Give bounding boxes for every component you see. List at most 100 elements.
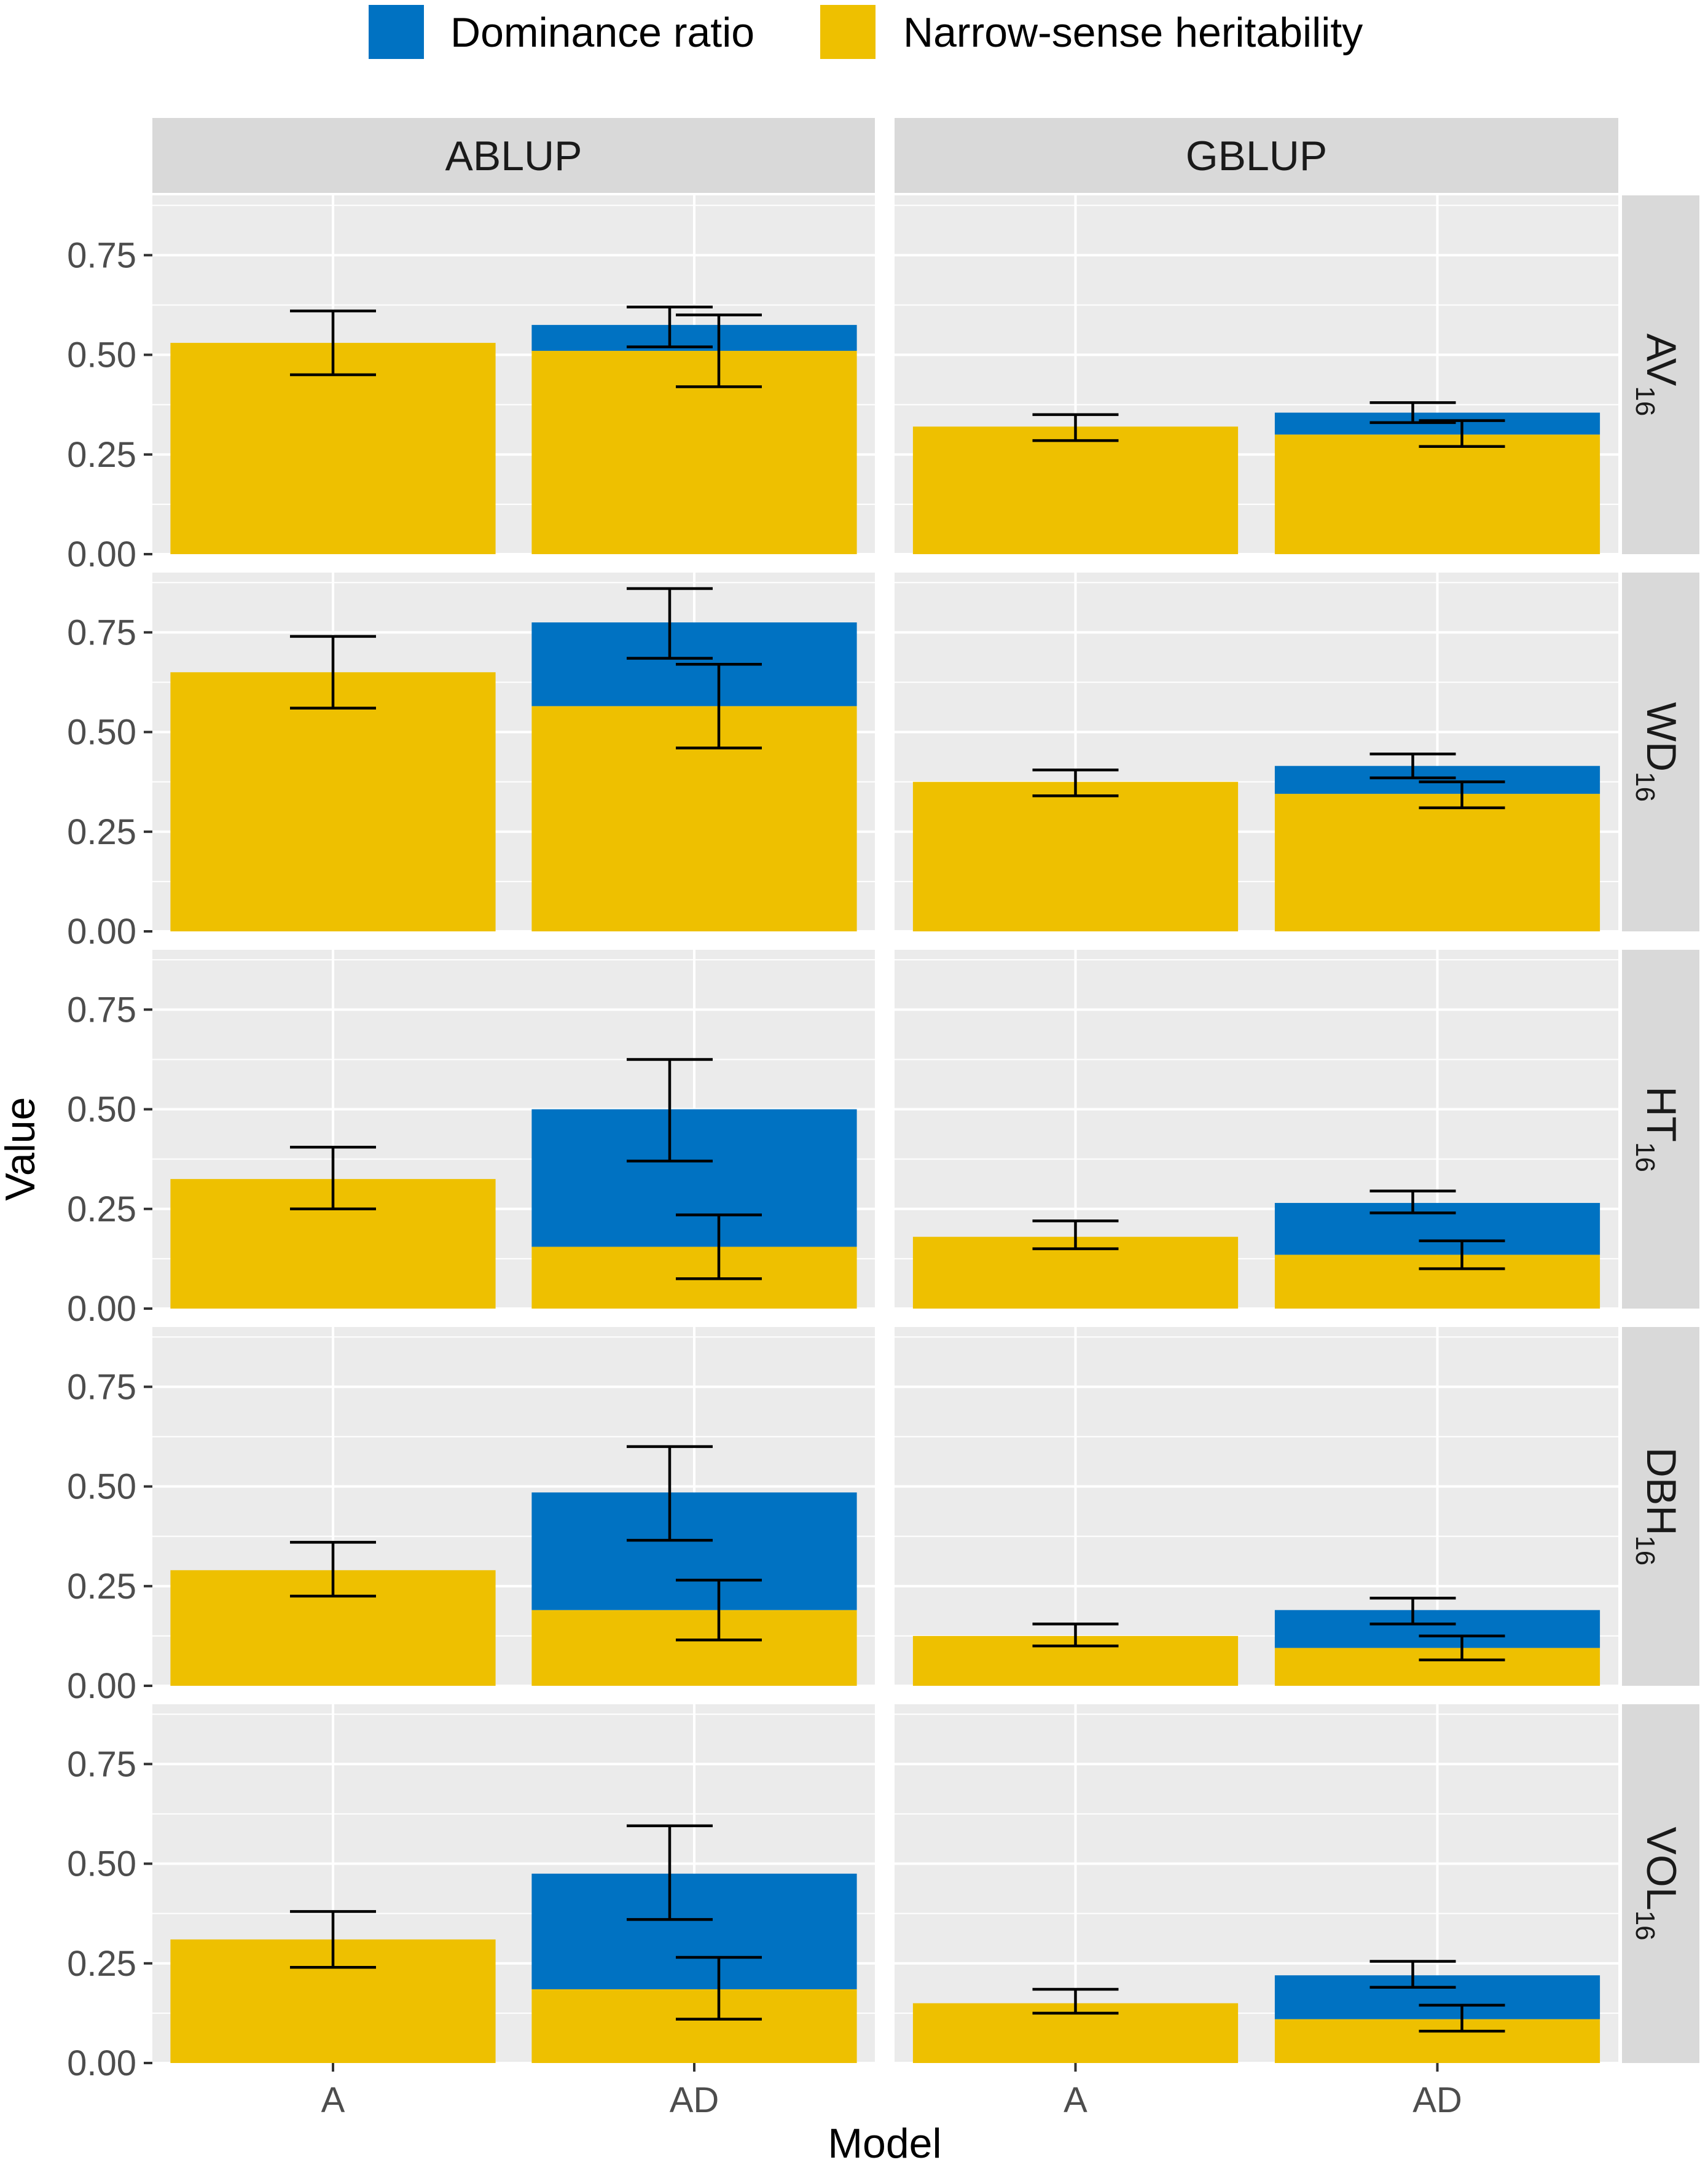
y-tick-label: 0.75 <box>67 1367 136 1407</box>
strip-label-base: AV <box>1638 334 1685 386</box>
legend-key-heritability <box>820 5 876 59</box>
y-tick-label: 0.50 <box>67 1467 136 1507</box>
strip-dbh <box>1622 1327 1699 1686</box>
strip-ablup <box>152 118 875 193</box>
bar-heritability-ad <box>531 1610 857 1686</box>
y-tick-label: 0.25 <box>67 1189 136 1229</box>
error-bar-heritability-a <box>1032 1623 1119 1648</box>
error-bar-heritability-a <box>290 1910 376 1969</box>
strip-label-base: WD <box>1638 702 1685 772</box>
error-bar-heritability-a <box>1032 1987 1119 2015</box>
strip-label-vol: VOL16 <box>1630 1826 1685 1940</box>
error-bar-dominance-ad <box>627 587 713 660</box>
y-tick-label: 0.00 <box>67 2043 136 2083</box>
bar-dominance-ad <box>1274 1975 1600 2019</box>
error-bar-heritability-a <box>290 1145 376 1211</box>
strip-label-subscript: 16 <box>1630 386 1660 416</box>
error-bar-heritability-a <box>290 309 376 377</box>
bar-heritability-ad <box>1274 1648 1600 1686</box>
column-strips: ABLUP GBLUP <box>152 118 1618 193</box>
strip-wd <box>1622 573 1699 931</box>
panel-gblup-av <box>895 195 1618 555</box>
error-bar-dominance-ad <box>1369 401 1456 425</box>
error-bar-heritability-ad <box>676 1956 762 2021</box>
bar-dominance-ad <box>531 1109 857 1247</box>
error-bar-heritability-ad <box>1419 1239 1505 1270</box>
y-tick-label: 0.50 <box>67 335 136 375</box>
error-bar-heritability-ad <box>676 1213 762 1280</box>
legend-key-dominance <box>369 5 424 59</box>
strip-label-base: VOL <box>1638 1826 1685 1910</box>
strip-ht <box>1622 950 1699 1309</box>
strip-label-base: DBH <box>1638 1447 1685 1536</box>
error-bar-dominance-ad <box>1369 1596 1456 1626</box>
error-bar-heritability-a <box>290 1541 376 1598</box>
error-bar-dominance-ad <box>627 1445 713 1542</box>
bar-dominance-ad <box>531 1492 857 1610</box>
strip-label-ablup: ABLUP <box>445 133 582 179</box>
x-axis-title: Model <box>828 2120 941 2165</box>
bar-heritability-ad <box>1274 1255 1600 1309</box>
strip-label-av: AV16 <box>1630 334 1685 417</box>
x-axes: A AD A AD <box>321 2063 1462 2120</box>
error-bar-heritability-ad <box>1419 780 1505 810</box>
strip-label-wd: WD16 <box>1630 702 1685 802</box>
panel-ablup-ht <box>152 950 875 1310</box>
error-bar-dominance-ad <box>1369 752 1456 780</box>
strip-label-subscript: 16 <box>1630 772 1660 802</box>
y-tick-label: 0.25 <box>67 435 136 475</box>
error-bar-dominance-ad <box>627 1058 713 1163</box>
panel-ablup-av <box>152 195 875 555</box>
strip-vol <box>1622 1704 1699 2063</box>
error-bar-dominance-ad <box>1369 1960 1456 1989</box>
x-tick-label: AD <box>1412 2080 1462 2120</box>
y-tick-label: 0.00 <box>67 534 136 574</box>
strip-label-subscript: 16 <box>1630 1535 1660 1565</box>
x-tick-label: A <box>321 2080 345 2120</box>
bar-heritability-ad <box>1274 2019 1600 2063</box>
y-axis-title: Value <box>0 1097 44 1201</box>
strip-label-ht: HT16 <box>1630 1086 1685 1172</box>
strip-gblup <box>895 118 1618 193</box>
strip-av <box>1622 195 1699 554</box>
error-bar-dominance-ad <box>627 305 713 348</box>
error-bar-dominance-ad <box>1369 1189 1456 1215</box>
bar-heritability-ad <box>1274 434 1600 554</box>
legend-label-heritability: Narrow-sense heritability <box>903 9 1363 56</box>
error-bar-heritability-ad <box>1419 419 1505 448</box>
bar-heritability-ad <box>531 1989 857 2063</box>
bar-heritability-a <box>912 426 1239 554</box>
bar-heritability-a <box>912 781 1239 931</box>
y-tick-label: 0.75 <box>67 990 136 1030</box>
y-tick-label: 0.75 <box>67 613 136 652</box>
bar-heritability-a <box>170 343 496 554</box>
error-bar-heritability-ad <box>1419 2003 1505 2033</box>
x-tick-label: A <box>1064 2080 1087 2120</box>
y-tick-label: 0.25 <box>67 812 136 852</box>
error-bar-heritability-a <box>290 635 376 710</box>
panel-ablup-wd <box>152 573 875 933</box>
y-tick-label: 0.75 <box>67 235 136 275</box>
bar-dominance-ad <box>1274 765 1600 794</box>
y-tick-label: 0.00 <box>67 1289 136 1329</box>
strip-label-subscript: 16 <box>1630 1142 1660 1172</box>
y-tick-label: 0.50 <box>67 1090 136 1130</box>
strip-label-base: HT <box>1638 1086 1685 1142</box>
panel-gblup-vol <box>895 1704 1618 2064</box>
y-tick-label: 0.50 <box>67 713 136 753</box>
legend: Dominance ratio Narrow-sense heritabilit… <box>369 5 1363 59</box>
error-bar-heritability-ad <box>676 313 762 388</box>
bar-dominance-ad <box>1274 1203 1600 1255</box>
error-bar-heritability-a <box>1032 413 1119 442</box>
error-bar-heritability-a <box>1032 1219 1119 1250</box>
bar-heritability-ad <box>531 706 857 931</box>
strip-label-dbh: DBH16 <box>1630 1447 1685 1566</box>
bar-dominance-ad <box>1274 1610 1600 1648</box>
panel-gblup-wd <box>895 573 1618 933</box>
error-bar-heritability-ad <box>676 662 762 750</box>
error-bar-dominance-ad <box>627 1824 713 1921</box>
panels <box>152 195 1618 2064</box>
panel-ablup-dbh <box>152 1327 875 1687</box>
bar-dominance-ad <box>531 1873 857 1989</box>
